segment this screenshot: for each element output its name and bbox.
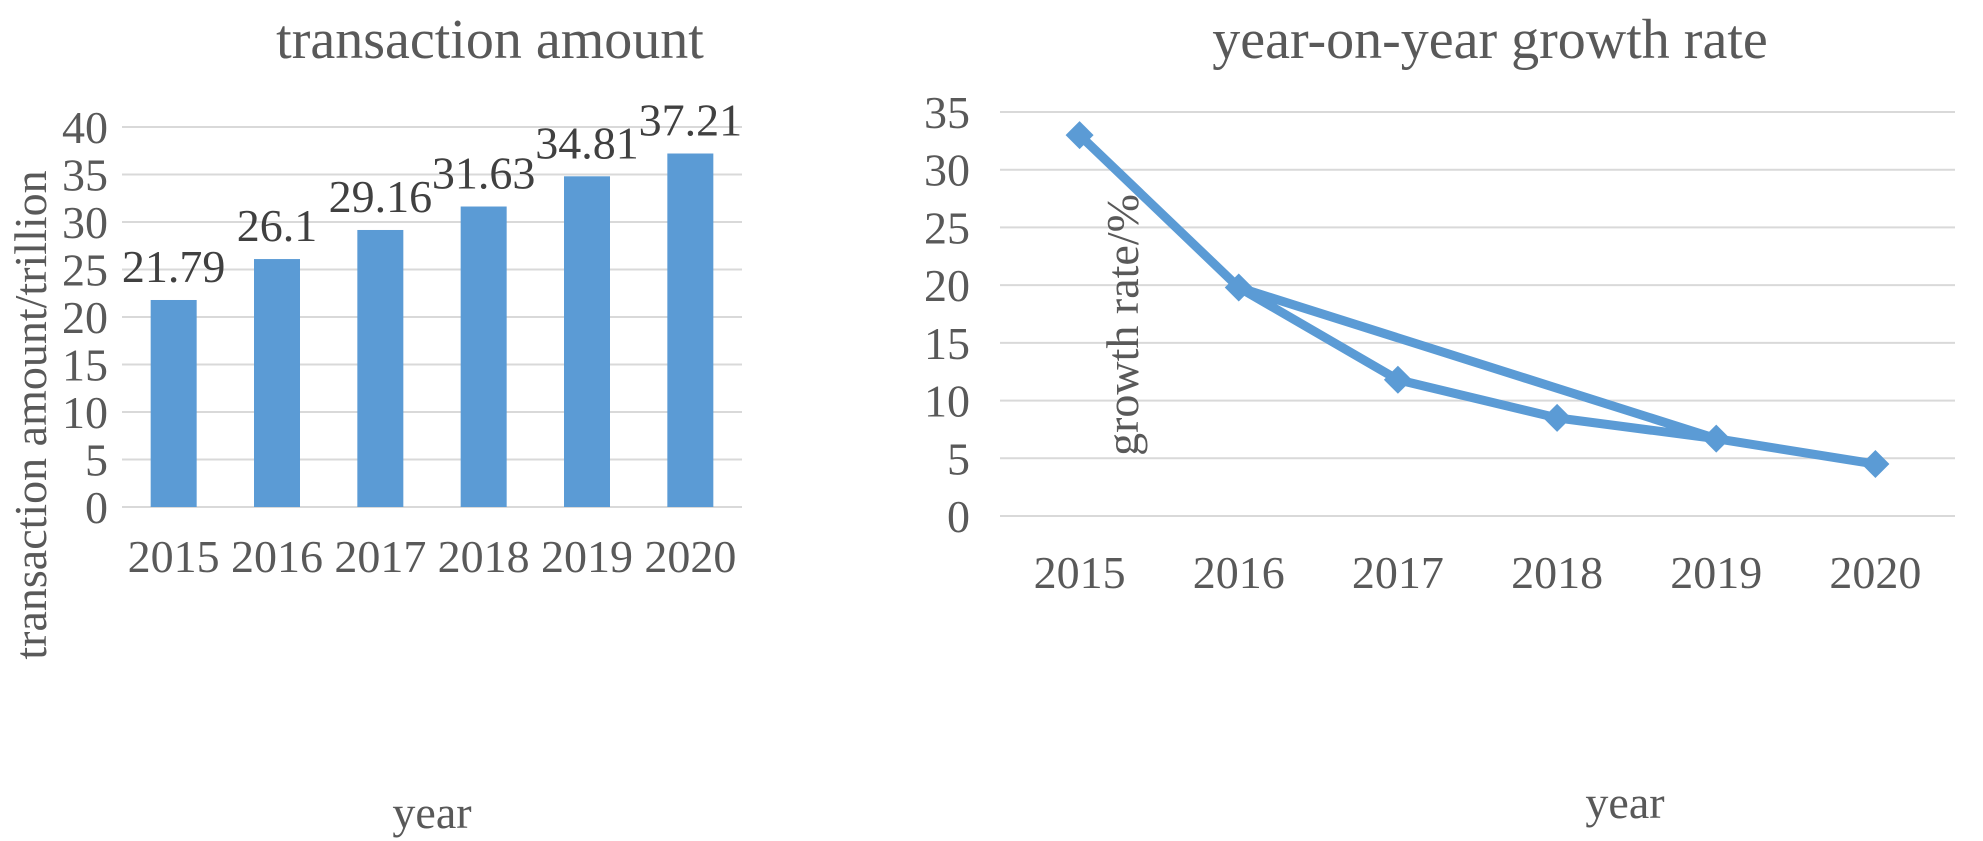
bar-chart-x-axis-title: year	[392, 787, 471, 838]
line-marker	[1383, 365, 1412, 394]
line-chart-y-tick-label: 5	[947, 433, 970, 484]
bar-chart-x-tick-label: 2016	[231, 531, 323, 582]
line-chart-markers	[1065, 121, 1890, 479]
bar-chart-x-tick-label: 2015	[128, 531, 220, 582]
bar-chart-title: transaction amount	[276, 9, 704, 71]
line-chart-y-tick-label: 10	[924, 376, 970, 427]
bar-chart-y-axis-title: transaction amount/trillion	[5, 170, 56, 659]
line-chart-title: year-on-year growth rate	[1212, 9, 1767, 71]
line-chart-y-tick-label: 35	[924, 87, 970, 138]
bar-chart-x-tick-label: 2017	[334, 531, 426, 582]
line-chart-x-tick-label: 2016	[1193, 547, 1285, 598]
bar-chart-y-tick-label: 35	[62, 150, 108, 201]
bar	[357, 229, 404, 508]
bar-chart-x-tick-label: 2020	[644, 531, 736, 582]
bar-chart-y-tick-label: 25	[62, 245, 108, 296]
line-chart-y-tick-label: 30	[924, 145, 970, 196]
line-chart-y-axis-title: growth rate/%	[1097, 194, 1148, 456]
line-chart-x-tick-label: 2018	[1511, 547, 1603, 598]
bar-chart-y-tick-label: 40	[62, 102, 108, 153]
line-marker	[1702, 424, 1731, 453]
growth-rate-line	[1075, 130, 1880, 469]
line-chart-y-tick-label: 0	[947, 491, 970, 542]
bar-chart-x-tick-label: 2019	[541, 531, 633, 582]
bar	[667, 153, 714, 507]
bar-data-label: 29.16	[329, 171, 433, 222]
line-chart-y-tick-labels: 0 5 10 15 20 25 30 35	[924, 87, 970, 542]
line-chart-y-tick-label: 15	[924, 318, 970, 369]
line-marker	[1224, 273, 1253, 302]
bar-chart-gridlines	[122, 126, 742, 508]
line-chart-x-tick-label: 2019	[1670, 547, 1762, 598]
line-marker	[1861, 450, 1890, 479]
bar-chart-bars	[150, 153, 714, 508]
line-chart-x-tick-label: 2015	[1034, 547, 1126, 598]
bar	[564, 176, 610, 507]
bar	[150, 299, 197, 507]
bar-chart-x-tick-labels: 2015 2016 2017 2018 2019 2020	[128, 531, 737, 582]
line-chart: year-on-year growth rate 05101520253035 …	[924, 9, 1955, 828]
bar-data-label: 34.81	[535, 117, 639, 168]
line-marker	[1065, 121, 1094, 150]
line-chart-x-axis-title: year	[1585, 777, 1664, 828]
bar-data-label: 37.21	[639, 95, 743, 146]
bar-data-label: 26.1	[237, 200, 318, 251]
line-marker	[1543, 403, 1572, 432]
bar	[460, 206, 507, 507]
line-chart-y-tick-label: 25	[924, 202, 970, 253]
bar-chart-y-tick-label: 15	[62, 340, 108, 391]
line-chart-x-tick-label: 2020	[1829, 547, 1921, 598]
line-chart-series	[1075, 130, 1880, 469]
bar	[254, 259, 300, 507]
line-chart-x-tick-labels: 2015 2016 2017 2018 2019 2020	[1034, 547, 1922, 598]
bar-chart-y-tick-label: 20	[62, 292, 108, 343]
bar-chart-y-tick-label: 5	[85, 435, 108, 486]
bar-chart-y-tick-label: 30	[62, 197, 108, 248]
bar-data-label: 31.63	[432, 148, 536, 199]
line-chart-x-tick-label: 2017	[1352, 547, 1444, 598]
bar-chart-y-tick-label: 10	[62, 387, 108, 438]
bar-chart-y-tick-label: 0	[85, 482, 108, 533]
line-chart-y-tick-label: 20	[924, 260, 970, 311]
bar-chart-x-tick-label: 2018	[438, 531, 530, 582]
bar-data-label: 21.79	[122, 241, 226, 292]
